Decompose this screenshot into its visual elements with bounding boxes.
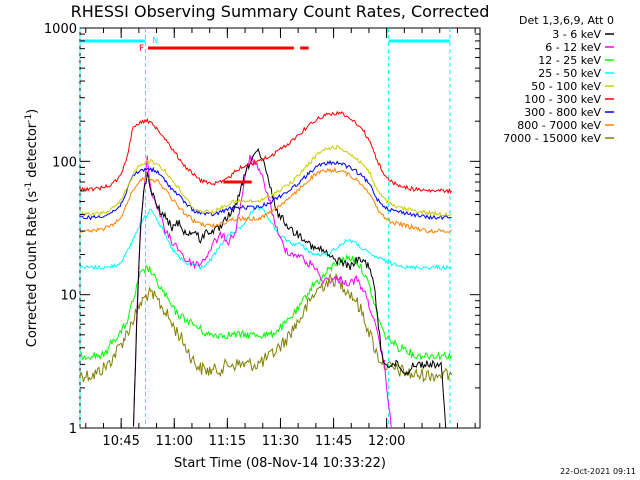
series-line-8: [79, 272, 453, 383]
x-tick-label-0: 10:45: [102, 434, 139, 449]
y-tick-label-3: 1000: [44, 22, 77, 37]
x-axis-label: Start Time (08-Nov-14 10:33:22): [174, 456, 386, 471]
time-markers: FN: [79, 28, 451, 428]
y-axis-label: Corrected Count Rate (s-1 detector-1): [24, 109, 40, 347]
legend-label-0: 3 - 6 keV: [552, 28, 601, 41]
axis-ticks: 1 10 100 1000 10:45 11:00 11:15 11:30 11:45 12:00: [44, 22, 480, 449]
legend-label-6: 300 - 800 keV: [524, 106, 601, 119]
footer-timestamp: 22-Oct-2021 09:11: [560, 467, 636, 476]
plot-frame: [79, 27, 481, 429]
series-line-3: [79, 206, 452, 271]
flag-label: F: [139, 44, 144, 54]
chart-title: RHESSI Observing Summary Count Rates, Co…: [71, 2, 490, 21]
x-tick-label-4: 11:45: [315, 434, 352, 449]
x-tick-label-2: 11:15: [209, 434, 246, 449]
legend-label-2: 12 - 25 keV: [538, 54, 601, 67]
legend-label-5: 100 - 300 keV: [524, 93, 601, 106]
legend-label-7: 800 - 7000 keV: [517, 119, 601, 132]
series-line-5: [79, 110, 453, 195]
top-marker-0: N: [152, 36, 158, 45]
series-line-2: [79, 253, 453, 361]
x-tick-label-3: 11:30: [262, 434, 299, 449]
y-tick-label-0: 1: [69, 422, 77, 437]
y-tick-label-2: 100: [52, 155, 77, 170]
legend-label-3: 25 - 50 keV: [538, 67, 601, 80]
series-line-0: [133, 147, 447, 429]
legend-label-8: 7000 - 15000 keV: [503, 132, 601, 145]
legend-header: Det 1,3,6,9, Att 0: [519, 14, 614, 27]
y-tick-label-1: 10: [60, 289, 77, 304]
x-tick-label-5: 12:00: [368, 434, 405, 449]
series-line-4: [79, 144, 452, 218]
series-lines: [79, 110, 453, 429]
x-tick-label-1: 11:00: [156, 434, 193, 449]
series-line-1: [133, 154, 392, 429]
series-line-6: [79, 159, 452, 221]
legend-label-4: 50 - 100 keV: [531, 80, 601, 93]
series-line-7: [79, 166, 452, 234]
legend-label-1: 6 - 12 keV: [545, 41, 601, 54]
